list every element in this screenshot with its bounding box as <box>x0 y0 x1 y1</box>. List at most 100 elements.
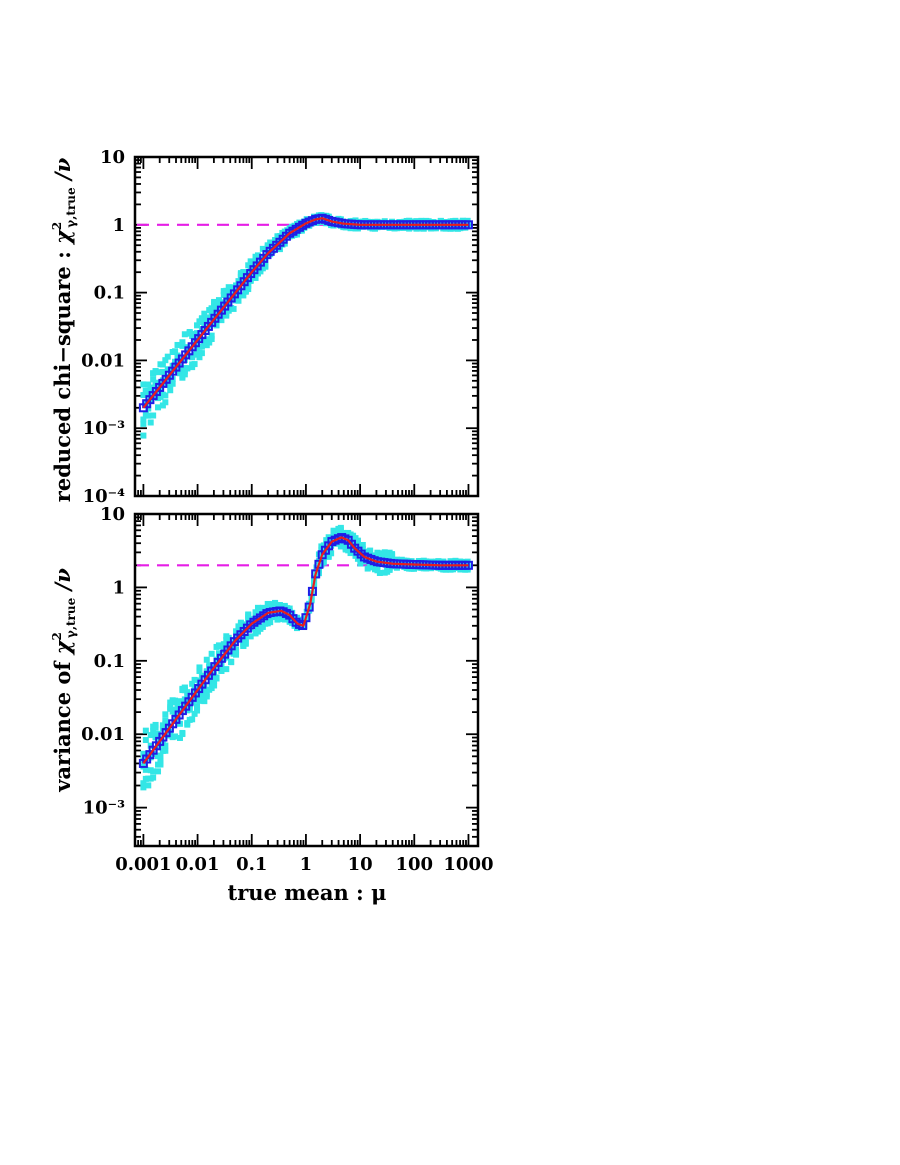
scatter-mark <box>162 392 169 399</box>
scatter-mark <box>142 766 149 773</box>
x-axis-title: true mean : μ <box>228 880 387 905</box>
scatter-mark <box>211 682 218 689</box>
y-tick-label: 10⁻³ <box>83 798 126 819</box>
y-tick-label: 0.1 <box>94 651 125 672</box>
scatter-mark <box>259 623 266 630</box>
scatter-mark <box>181 684 188 691</box>
scatter-mark <box>164 366 171 373</box>
scatter-mark <box>140 432 147 439</box>
scatter-mark <box>198 316 205 323</box>
scatter-mark <box>194 330 201 337</box>
y-tick-label: 1 <box>112 215 125 236</box>
scatter-mark <box>203 317 210 324</box>
scatter-mark <box>198 350 205 357</box>
bottom-ylabel: variance of χ2γ,true /ν <box>50 568 78 793</box>
scatter-mark <box>247 633 254 640</box>
scatter-mark <box>159 361 166 368</box>
scatter-mark <box>376 569 383 576</box>
x-tick-label: 0.001 <box>115 854 171 875</box>
scatter-mark <box>215 306 222 313</box>
scatter-mark <box>159 368 166 375</box>
x-tick-label: 0.01 <box>176 854 220 875</box>
scatter-mark <box>320 559 327 566</box>
x-tick-label: 1 <box>300 854 313 875</box>
scatter-mark <box>162 717 169 724</box>
scatter-mark <box>179 374 186 381</box>
scatter-mark <box>142 737 149 744</box>
scatter-mark <box>220 292 227 299</box>
scatter-mark <box>374 566 381 573</box>
scatter-mark <box>276 602 283 609</box>
scatter-mark <box>379 554 386 561</box>
scatter-mark <box>150 412 157 419</box>
scatter-mark <box>186 329 193 336</box>
y-tick-label: 0.01 <box>81 350 125 371</box>
scatter-mark <box>230 305 237 312</box>
scatter-mark <box>145 412 152 419</box>
scatter-mark <box>167 387 174 394</box>
scatter-mark <box>150 376 157 383</box>
top-panel: 10 1 0.1 0.01 10⁻³ 10⁻⁴ <box>81 147 480 507</box>
scatter-mark <box>140 392 147 399</box>
scatter-mark <box>354 537 361 544</box>
top-ylabel: reduced chi−square : χ2γ,true /ν <box>50 157 78 502</box>
scatter-mark <box>235 281 242 288</box>
scatter-mark <box>150 774 157 781</box>
scatter-mark <box>162 399 169 406</box>
scatter-mark <box>172 697 179 704</box>
scatter-mark <box>208 335 215 342</box>
scatter-mark <box>184 345 191 352</box>
scatter-mark <box>359 545 366 552</box>
model-curve <box>142 217 469 409</box>
scatter-mark <box>140 416 147 423</box>
x-tick-label: 100 <box>395 854 433 875</box>
scatter-mark <box>152 724 159 731</box>
scatter-mark <box>191 351 198 358</box>
scatter-mark <box>155 404 162 411</box>
scatter-mark <box>347 549 354 556</box>
scatter-mark <box>257 268 264 275</box>
scatter-band <box>140 212 471 439</box>
scatter-mark <box>176 734 183 741</box>
scatter-mark <box>357 560 364 567</box>
scatter-mark <box>162 357 169 364</box>
scatter-mark <box>174 341 181 348</box>
scatter-mark <box>142 727 149 734</box>
scatter-mark <box>245 612 252 619</box>
scatter-mark <box>213 675 220 682</box>
scatter-mark <box>245 262 252 269</box>
scatter-mark <box>181 371 188 378</box>
scatter-mark <box>218 317 225 324</box>
scatter-mark <box>140 420 147 427</box>
scatter-mark <box>179 341 186 348</box>
scatter-mark <box>189 680 196 687</box>
plot-frame <box>133 155 480 498</box>
scatter-mark <box>155 768 162 775</box>
scatter-mark <box>147 419 154 426</box>
scatter-mark <box>267 601 274 608</box>
scatter-mark <box>223 666 230 673</box>
scatter-mark <box>145 782 152 789</box>
scatter-mark <box>237 619 244 626</box>
y-tick-label: 10 <box>100 147 125 168</box>
y-tick-label: 10 <box>100 504 125 525</box>
scatter-mark <box>189 716 196 723</box>
scatter-mark <box>245 286 252 293</box>
scatter-mark <box>191 361 198 368</box>
scatter-mark <box>230 643 237 650</box>
scatter-mark <box>147 385 154 392</box>
scatter-mark <box>374 549 381 556</box>
scatter-mark <box>252 609 259 616</box>
scatter-mark <box>201 310 208 317</box>
scatter-mark <box>150 768 157 775</box>
scatter-mark <box>184 720 191 727</box>
scatter-mark <box>157 758 164 765</box>
data-markers <box>138 213 473 413</box>
scatter-mark <box>213 322 220 329</box>
y-tick-label: 10⁻³ <box>83 418 126 439</box>
scatter-mark <box>179 731 186 738</box>
scatter-mark <box>181 331 188 338</box>
scatter-mark <box>155 369 162 376</box>
scatter-mark <box>140 780 147 787</box>
